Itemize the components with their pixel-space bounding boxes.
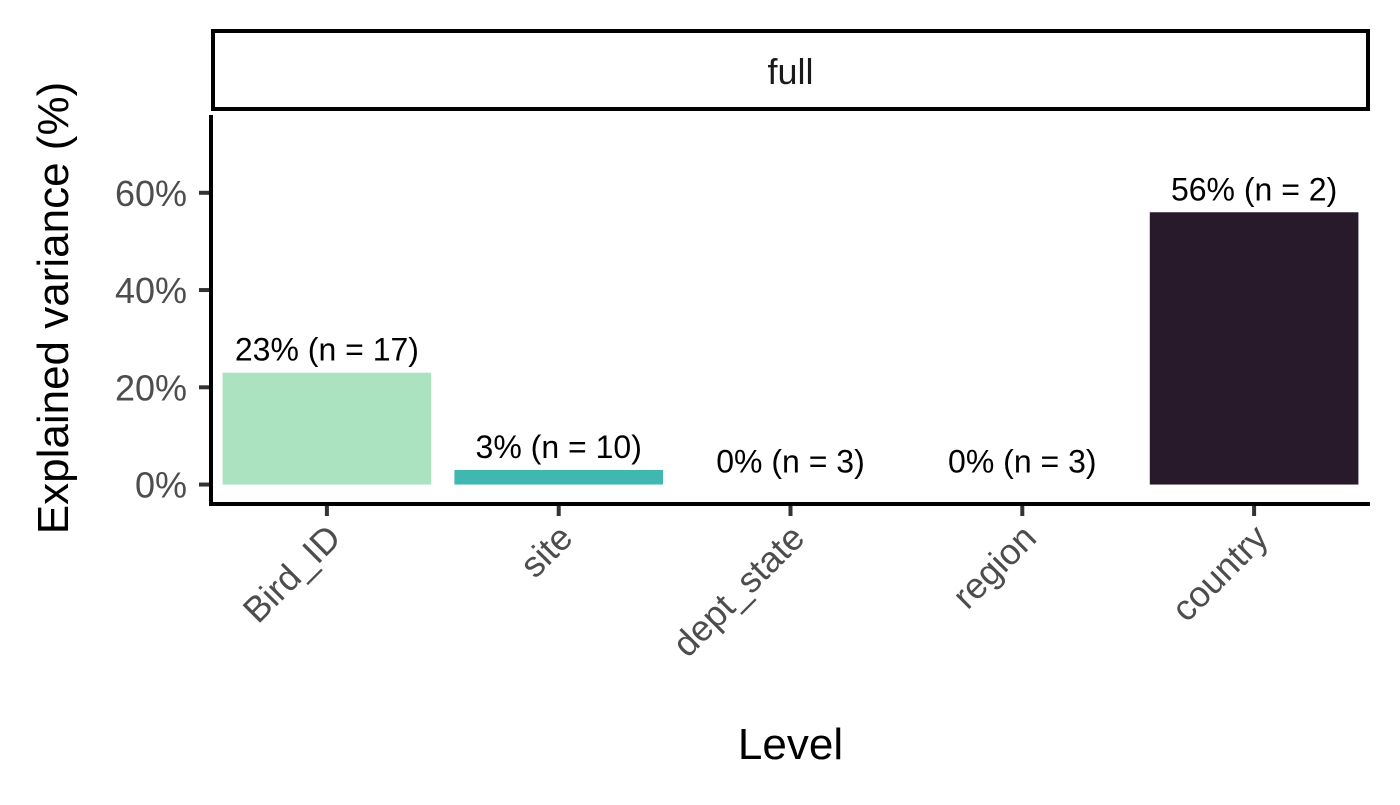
- bar-country: [1149, 212, 1359, 485]
- y-tick-label-20: 20%: [115, 367, 187, 408]
- facet-strip: [211, 29, 1370, 111]
- bars-layer: [222, 212, 1359, 485]
- data-labels-layer: 23% (n = 17) 3% (n = 10) 0% (n = 3) 0% (n =…: [235, 171, 1337, 479]
- facet-strip-label: full: [767, 51, 813, 92]
- y-tick-label-0: 0%: [135, 465, 187, 506]
- data-label-site: 3% (n = 10): [476, 429, 642, 465]
- x-axis: Bird_ID site dept_state region country: [235, 504, 1276, 665]
- x-tick-label-site: site: [512, 517, 581, 586]
- x-tick-label-Bird_ID: Bird_ID: [235, 517, 349, 631]
- bar-Bird_ID: [222, 372, 432, 485]
- bar-site: [454, 469, 664, 485]
- x-tick-label-country: country: [1163, 517, 1275, 629]
- x-tick-label-region: region: [944, 517, 1044, 617]
- x-axis-title: Level: [738, 720, 843, 769]
- x-tick-label-dept_state: dept_state: [664, 517, 812, 665]
- y-tick-label-40: 40%: [115, 270, 187, 311]
- y-axis-title: Explained variance (%): [29, 82, 78, 534]
- data-label-dept_state: 0% (n = 3): [716, 444, 865, 480]
- data-label-country: 56% (n = 2): [1171, 171, 1337, 207]
- y-tick-label-60: 60%: [115, 173, 187, 214]
- y-axis: 0% 20% 40% 60%: [115, 173, 211, 506]
- data-label-region: 0% (n = 3): [948, 444, 1097, 480]
- data-label-Bird_ID: 23% (n = 17): [235, 332, 419, 368]
